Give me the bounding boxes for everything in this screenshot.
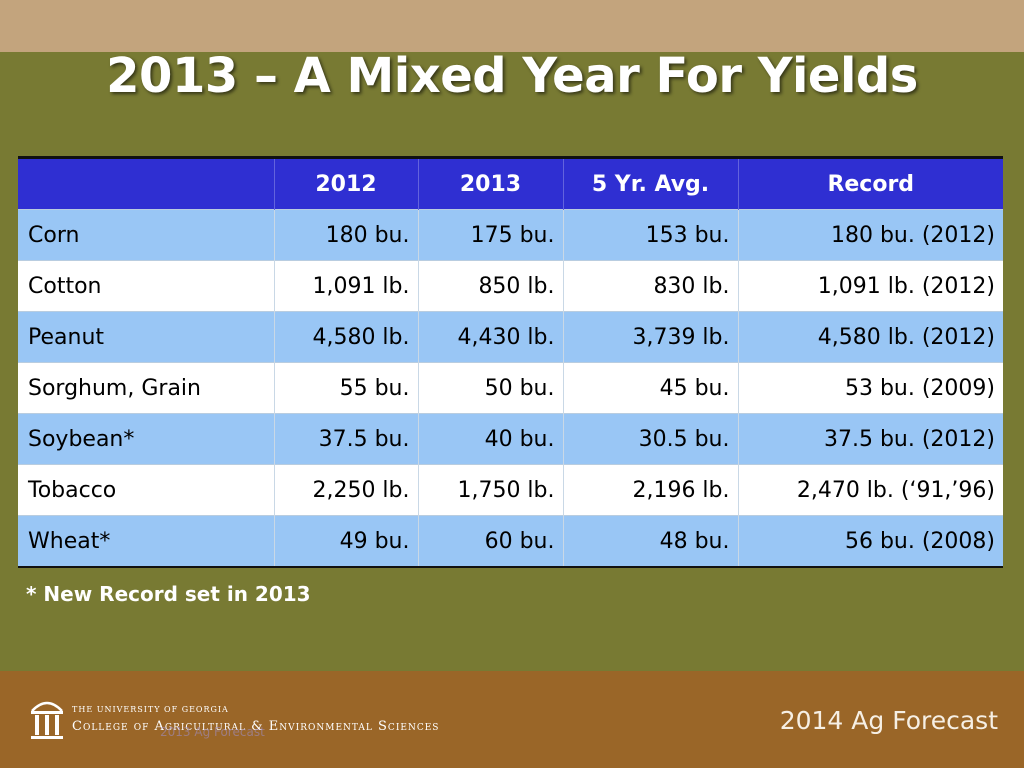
value-2013: 4,430 lb. (418, 311, 564, 363)
slide-title: 2013 – A Mixed Year For Yields (106, 48, 918, 104)
value-5yr-avg: 830 lb. (563, 260, 739, 312)
column-header-2013: 2013 (418, 157, 564, 210)
value-5yr-avg: 3,739 lb. (563, 311, 739, 363)
table-row: Wheat* 49 bu. 60 bu. 48 bu. 56 bu. (2008… (18, 515, 1003, 567)
university-name: THE UNIVERSITY OF GEORGIA (72, 705, 229, 714)
value-2012: 180 bu. (274, 209, 419, 261)
crop-name: Cotton (18, 260, 275, 312)
value-record: 53 bu. (2009) (738, 362, 1003, 414)
arch-columns-icon (31, 701, 63, 739)
forecast-label: 2014 Ag Forecast (779, 706, 998, 735)
table-row: Tobacco 2,250 lb. 1,750 lb. 2,196 lb. 2,… (18, 464, 1003, 516)
crop-name: Sorghum, Grain (18, 362, 275, 414)
column-header-crop (18, 157, 275, 210)
value-2012: 37.5 bu. (274, 413, 419, 465)
value-5yr-avg: 45 bu. (563, 362, 739, 414)
value-2013: 60 bu. (418, 515, 564, 567)
value-record: 56 bu. (2008) (738, 515, 1003, 567)
table-row: Cotton 1,091 lb. 850 lb. 830 lb. 1,091 l… (18, 260, 1003, 312)
crop-name: Peanut (18, 311, 275, 363)
value-record: 1,091 lb. (2012) (738, 260, 1003, 312)
value-5yr-avg: 48 bu. (563, 515, 739, 567)
value-5yr-avg: 2,196 lb. (563, 464, 739, 516)
table-row: Peanut 4,580 lb. 4,430 lb. 3,739 lb. 4,5… (18, 311, 1003, 363)
table-row: Soybean* 37.5 bu. 40 bu. 30.5 bu. 37.5 b… (18, 413, 1003, 465)
watermark-text: 2013 Ag Forecast (160, 725, 265, 739)
table-row: Corn 180 bu. 175 bu. 153 bu. 180 bu. (20… (18, 209, 1003, 261)
value-record: 180 bu. (2012) (738, 209, 1003, 261)
column-header-2012: 2012 (274, 157, 419, 210)
value-2012: 49 bu. (274, 515, 419, 567)
top-band (0, 0, 1024, 52)
table-row: Sorghum, Grain 55 bu. 50 bu. 45 bu. 53 b… (18, 362, 1003, 414)
value-5yr-avg: 153 bu. (563, 209, 739, 261)
value-2012: 2,250 lb. (274, 464, 419, 516)
crop-name: Wheat* (18, 515, 275, 567)
value-record: 2,470 lb. (‘91,’96) (738, 464, 1003, 516)
college-name: College of Agricultural & Environmental … (72, 719, 440, 734)
value-2012: 55 bu. (274, 362, 419, 414)
value-record: 4,580 lb. (2012) (738, 311, 1003, 363)
value-record: 37.5 bu. (2012) (738, 413, 1003, 465)
yields-table: 2012 2013 5 Yr. Avg. Record Corn 180 bu.… (18, 156, 1003, 568)
value-2013: 1,750 lb. (418, 464, 564, 516)
value-2012: 4,580 lb. (274, 311, 419, 363)
crop-name: Soybean* (18, 413, 275, 465)
value-2013: 40 bu. (418, 413, 564, 465)
crop-name: Tobacco (18, 464, 275, 516)
footnote: * New Record set in 2013 (26, 582, 311, 606)
column-header-record: Record (738, 157, 1003, 210)
column-header-5yr-avg: 5 Yr. Avg. (563, 157, 739, 210)
value-2013: 50 bu. (418, 362, 564, 414)
value-2013: 175 bu. (418, 209, 564, 261)
value-2012: 1,091 lb. (274, 260, 419, 312)
footer-band: THE UNIVERSITY OF GEORGIA College of Agr… (0, 671, 1024, 768)
value-2013: 850 lb. (418, 260, 564, 312)
table-header-row: 2012 2013 5 Yr. Avg. Record (18, 157, 1003, 210)
value-5yr-avg: 30.5 bu. (563, 413, 739, 465)
crop-name: Corn (18, 209, 275, 261)
